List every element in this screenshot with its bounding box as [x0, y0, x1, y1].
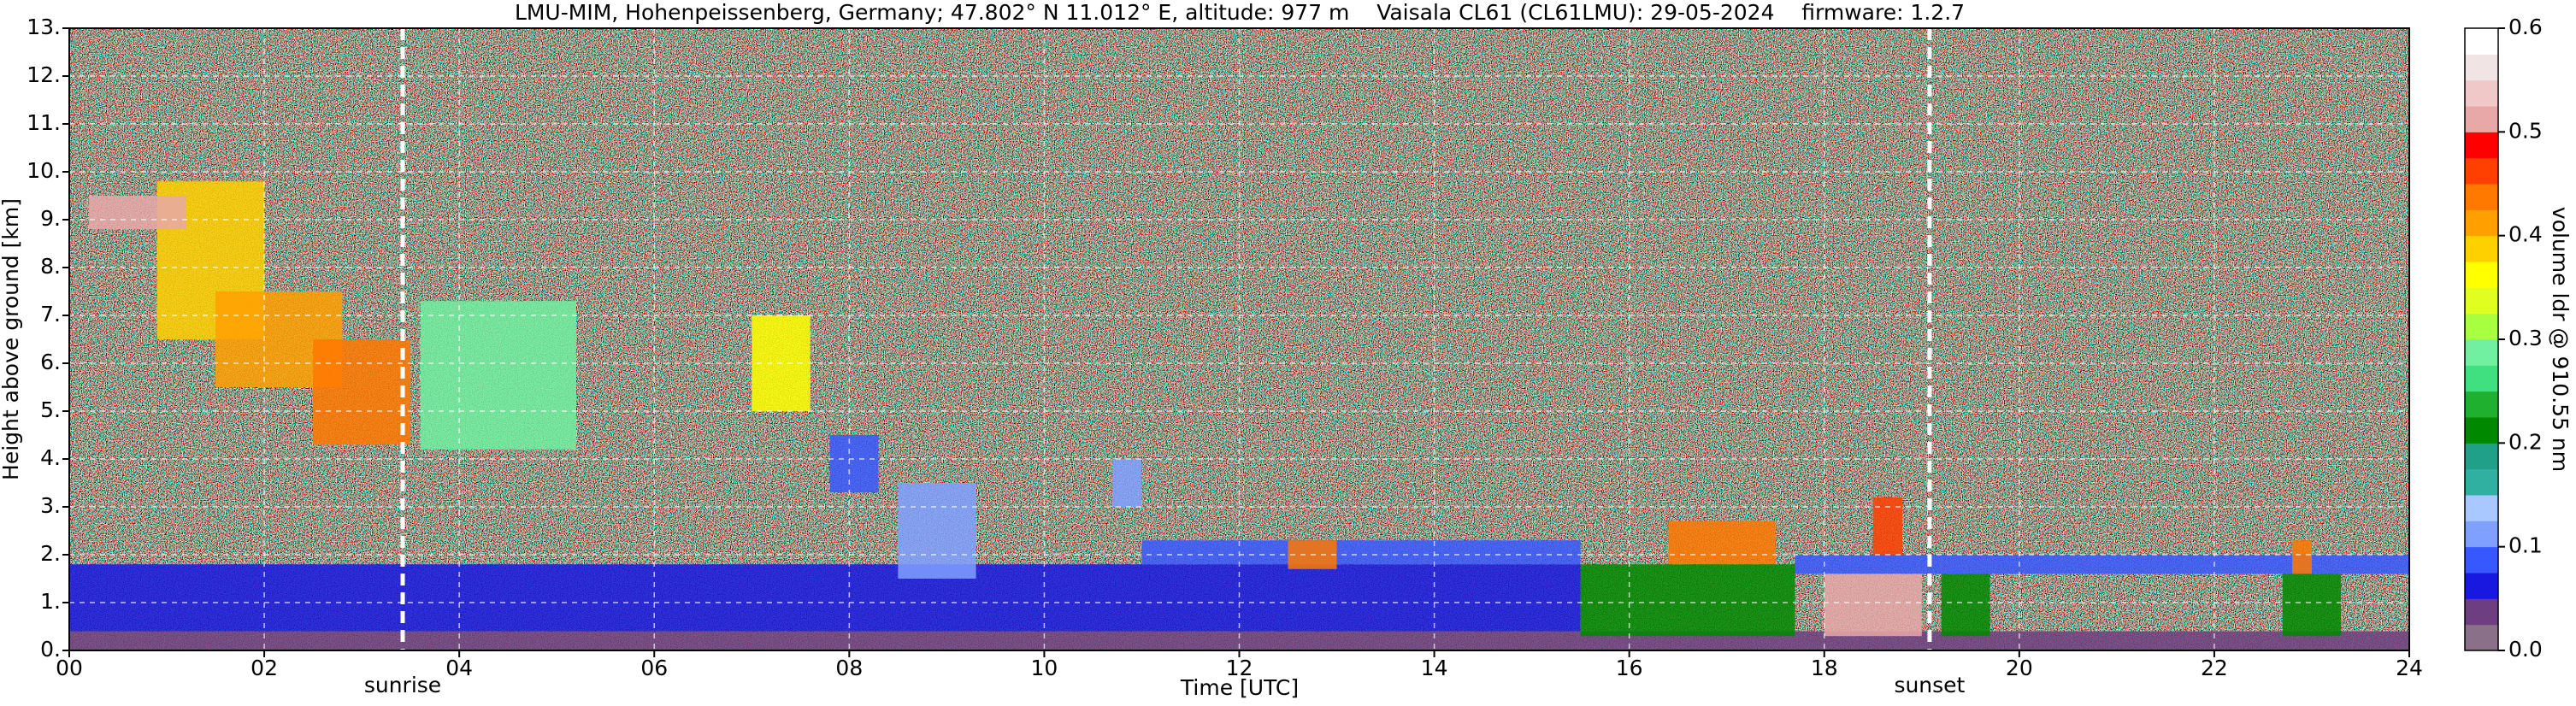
colorbar-tick-label: 0.4 [2508, 222, 2543, 247]
x-tick-label: 14 [1421, 656, 1448, 680]
event-label: sunset [1894, 673, 1965, 697]
y-tick-label: 11. [27, 110, 61, 135]
ldr-region [1112, 459, 1142, 507]
y-tick-label: 5. [40, 397, 61, 422]
colorbar-tick-label: 0.3 [2508, 326, 2543, 350]
y-tick-label: 8. [40, 254, 61, 279]
event-label: sunrise [364, 673, 441, 697]
colorbar-tick-label: 0.2 [2508, 429, 2543, 454]
colorbar-swatch [2465, 598, 2498, 626]
y-tick-label: 3. [40, 493, 61, 518]
x-tick-label: 24 [2396, 656, 2423, 680]
colorbar-tick-label: 0.1 [2508, 533, 2543, 558]
colorbar-swatch [2465, 339, 2498, 366]
ldr-region [1668, 521, 1776, 565]
colorbar-swatch [2465, 546, 2498, 574]
y-tick-label: 2. [40, 541, 61, 566]
chart-title: LMU-MIM, Hohenpeissenberg, Germany; 47.8… [515, 0, 1965, 25]
ldr-region [1872, 497, 1902, 555]
x-tick-label: 22 [2201, 656, 2228, 680]
x-tick-label: 18 [1811, 656, 1838, 680]
ldr-region [2282, 574, 2342, 637]
ldr-region [2292, 540, 2312, 574]
y-tick-label: 1. [40, 589, 61, 614]
ldr-region [1795, 555, 2409, 574]
y-tick-label: 0. [40, 637, 61, 662]
colorbar-swatch [2465, 209, 2498, 237]
colorbar-swatch [2465, 391, 2498, 418]
x-tick-label: 08 [835, 656, 863, 680]
y-axis-label: Height above ground [km] [0, 198, 23, 480]
x-tick-label: 00 [56, 656, 83, 680]
colorbar-swatch [2465, 235, 2498, 262]
colorbar-swatch [2465, 417, 2498, 444]
colorbar-swatch [2465, 262, 2498, 288]
y-tick-label: 4. [40, 445, 61, 470]
colorbar-swatch [2465, 443, 2498, 470]
ldr-region [313, 339, 411, 445]
x-tick-label: 20 [2006, 656, 2033, 680]
colorbar-swatch [2465, 28, 2498, 55]
colorbar-swatch [2465, 106, 2498, 132]
y-tick-label: 12. [27, 62, 61, 87]
plot-area [68, 27, 2410, 651]
ldr-region [420, 301, 577, 450]
colorbar-swatch [2465, 184, 2498, 210]
colorbar-swatch [2465, 287, 2498, 315]
ldr-region [1580, 564, 1795, 637]
colorbar-swatch [2465, 79, 2498, 107]
colorbar-tick-label: 0.5 [2508, 118, 2543, 143]
ldr-region [69, 564, 1581, 632]
ldr-region [898, 483, 976, 579]
colorbar-tick-label: 0.0 [2508, 637, 2543, 662]
x-tick-label: 02 [251, 656, 278, 680]
x-tick-label: 16 [1616, 656, 1643, 680]
y-tick-label: 13. [27, 15, 61, 39]
colorbar-swatch [2465, 495, 2498, 521]
y-tick-label: 9. [40, 206, 61, 231]
ldr-region [1141, 540, 1581, 565]
colorbar-swatch [2465, 521, 2498, 548]
y-tick-label: 10. [27, 158, 61, 183]
ldr-region [88, 196, 186, 230]
x-tick-label: 04 [445, 656, 473, 680]
colorbar-swatch [2465, 313, 2498, 340]
x-tick-label: 12 [1226, 656, 1253, 680]
colorbar-swatch [2465, 573, 2498, 599]
ldr-region [1941, 574, 1990, 637]
x-tick-label: 06 [640, 656, 668, 680]
colorbar-swatch [2465, 468, 2498, 496]
x-tick-label: 10 [1031, 656, 1058, 680]
y-tick-label: 7. [40, 302, 61, 327]
colorbar-tick-label: 0.6 [2508, 15, 2543, 39]
colorbar-swatch [2465, 54, 2498, 81]
y-tick-label: 6. [40, 350, 61, 374]
colorbar-swatch [2465, 624, 2498, 651]
colorbar-swatch [2465, 157, 2498, 185]
ldr-region [829, 435, 879, 493]
x-axis-label: Time [UTC] [1180, 675, 1299, 700]
colorbar-label: volume ldr @ 910.55 nm [2548, 207, 2573, 472]
colorbar-swatch [2465, 365, 2498, 392]
ldr-region [1824, 574, 1922, 637]
colorbar-swatch [2465, 132, 2498, 159]
